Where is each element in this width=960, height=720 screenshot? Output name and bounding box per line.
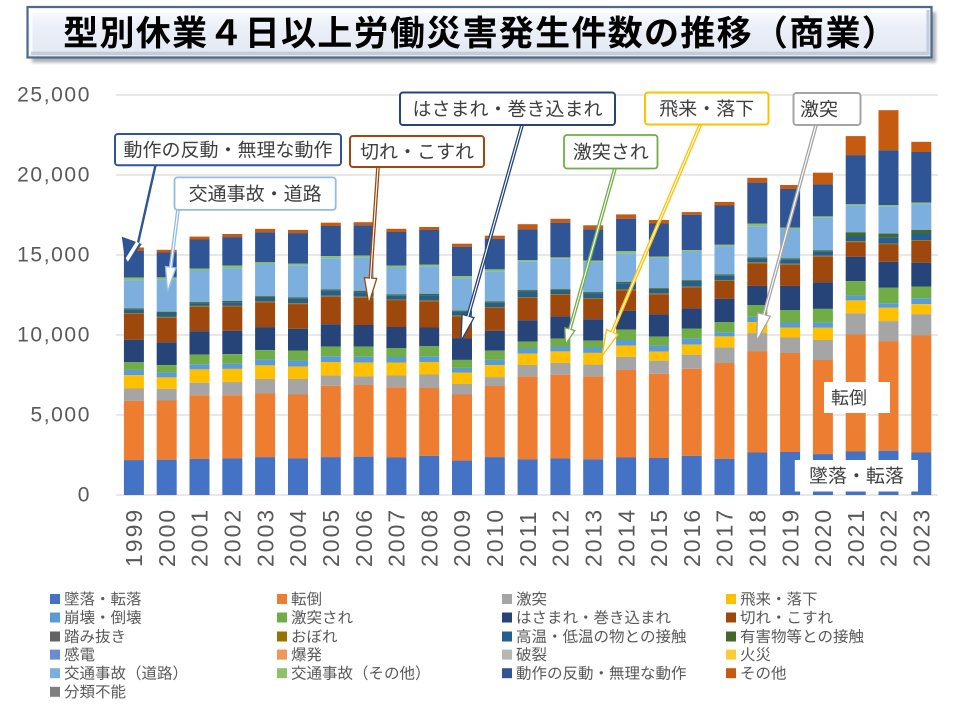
svg-text:2012: 2012 (548, 508, 574, 567)
svg-text:0: 0 (78, 484, 91, 507)
svg-text:2010: 2010 (482, 508, 508, 567)
svg-text:5,000: 5,000 (30, 404, 91, 427)
svg-text:2017: 2017 (712, 508, 738, 567)
svg-text:2007: 2007 (384, 508, 410, 567)
svg-text:2022: 2022 (876, 508, 902, 567)
svg-text:2016: 2016 (679, 508, 705, 567)
svg-text:2001: 2001 (187, 508, 213, 567)
svg-text:2002: 2002 (220, 508, 246, 567)
svg-text:20,000: 20,000 (17, 164, 91, 187)
svg-text:2011: 2011 (515, 510, 541, 567)
svg-text:2009: 2009 (449, 508, 475, 567)
svg-text:2005: 2005 (318, 508, 344, 567)
svg-text:2023: 2023 (909, 508, 935, 567)
svg-text:2021: 2021 (843, 508, 869, 567)
svg-text:10,000: 10,000 (17, 324, 91, 347)
svg-text:2004: 2004 (285, 508, 311, 567)
svg-text:15,000: 15,000 (17, 244, 91, 267)
svg-text:2003: 2003 (252, 508, 278, 567)
svg-text:2014: 2014 (613, 508, 639, 567)
svg-text:2019: 2019 (777, 508, 803, 567)
svg-text:2000: 2000 (154, 508, 180, 567)
svg-text:2020: 2020 (810, 508, 836, 567)
svg-text:1999: 1999 (121, 508, 147, 567)
svg-text:2008: 2008 (416, 508, 442, 567)
svg-text:2013: 2013 (580, 508, 606, 567)
svg-text:2006: 2006 (351, 508, 377, 567)
svg-text:25,000: 25,000 (17, 84, 91, 107)
svg-text:2015: 2015 (646, 508, 672, 567)
svg-text:2018: 2018 (745, 508, 771, 567)
